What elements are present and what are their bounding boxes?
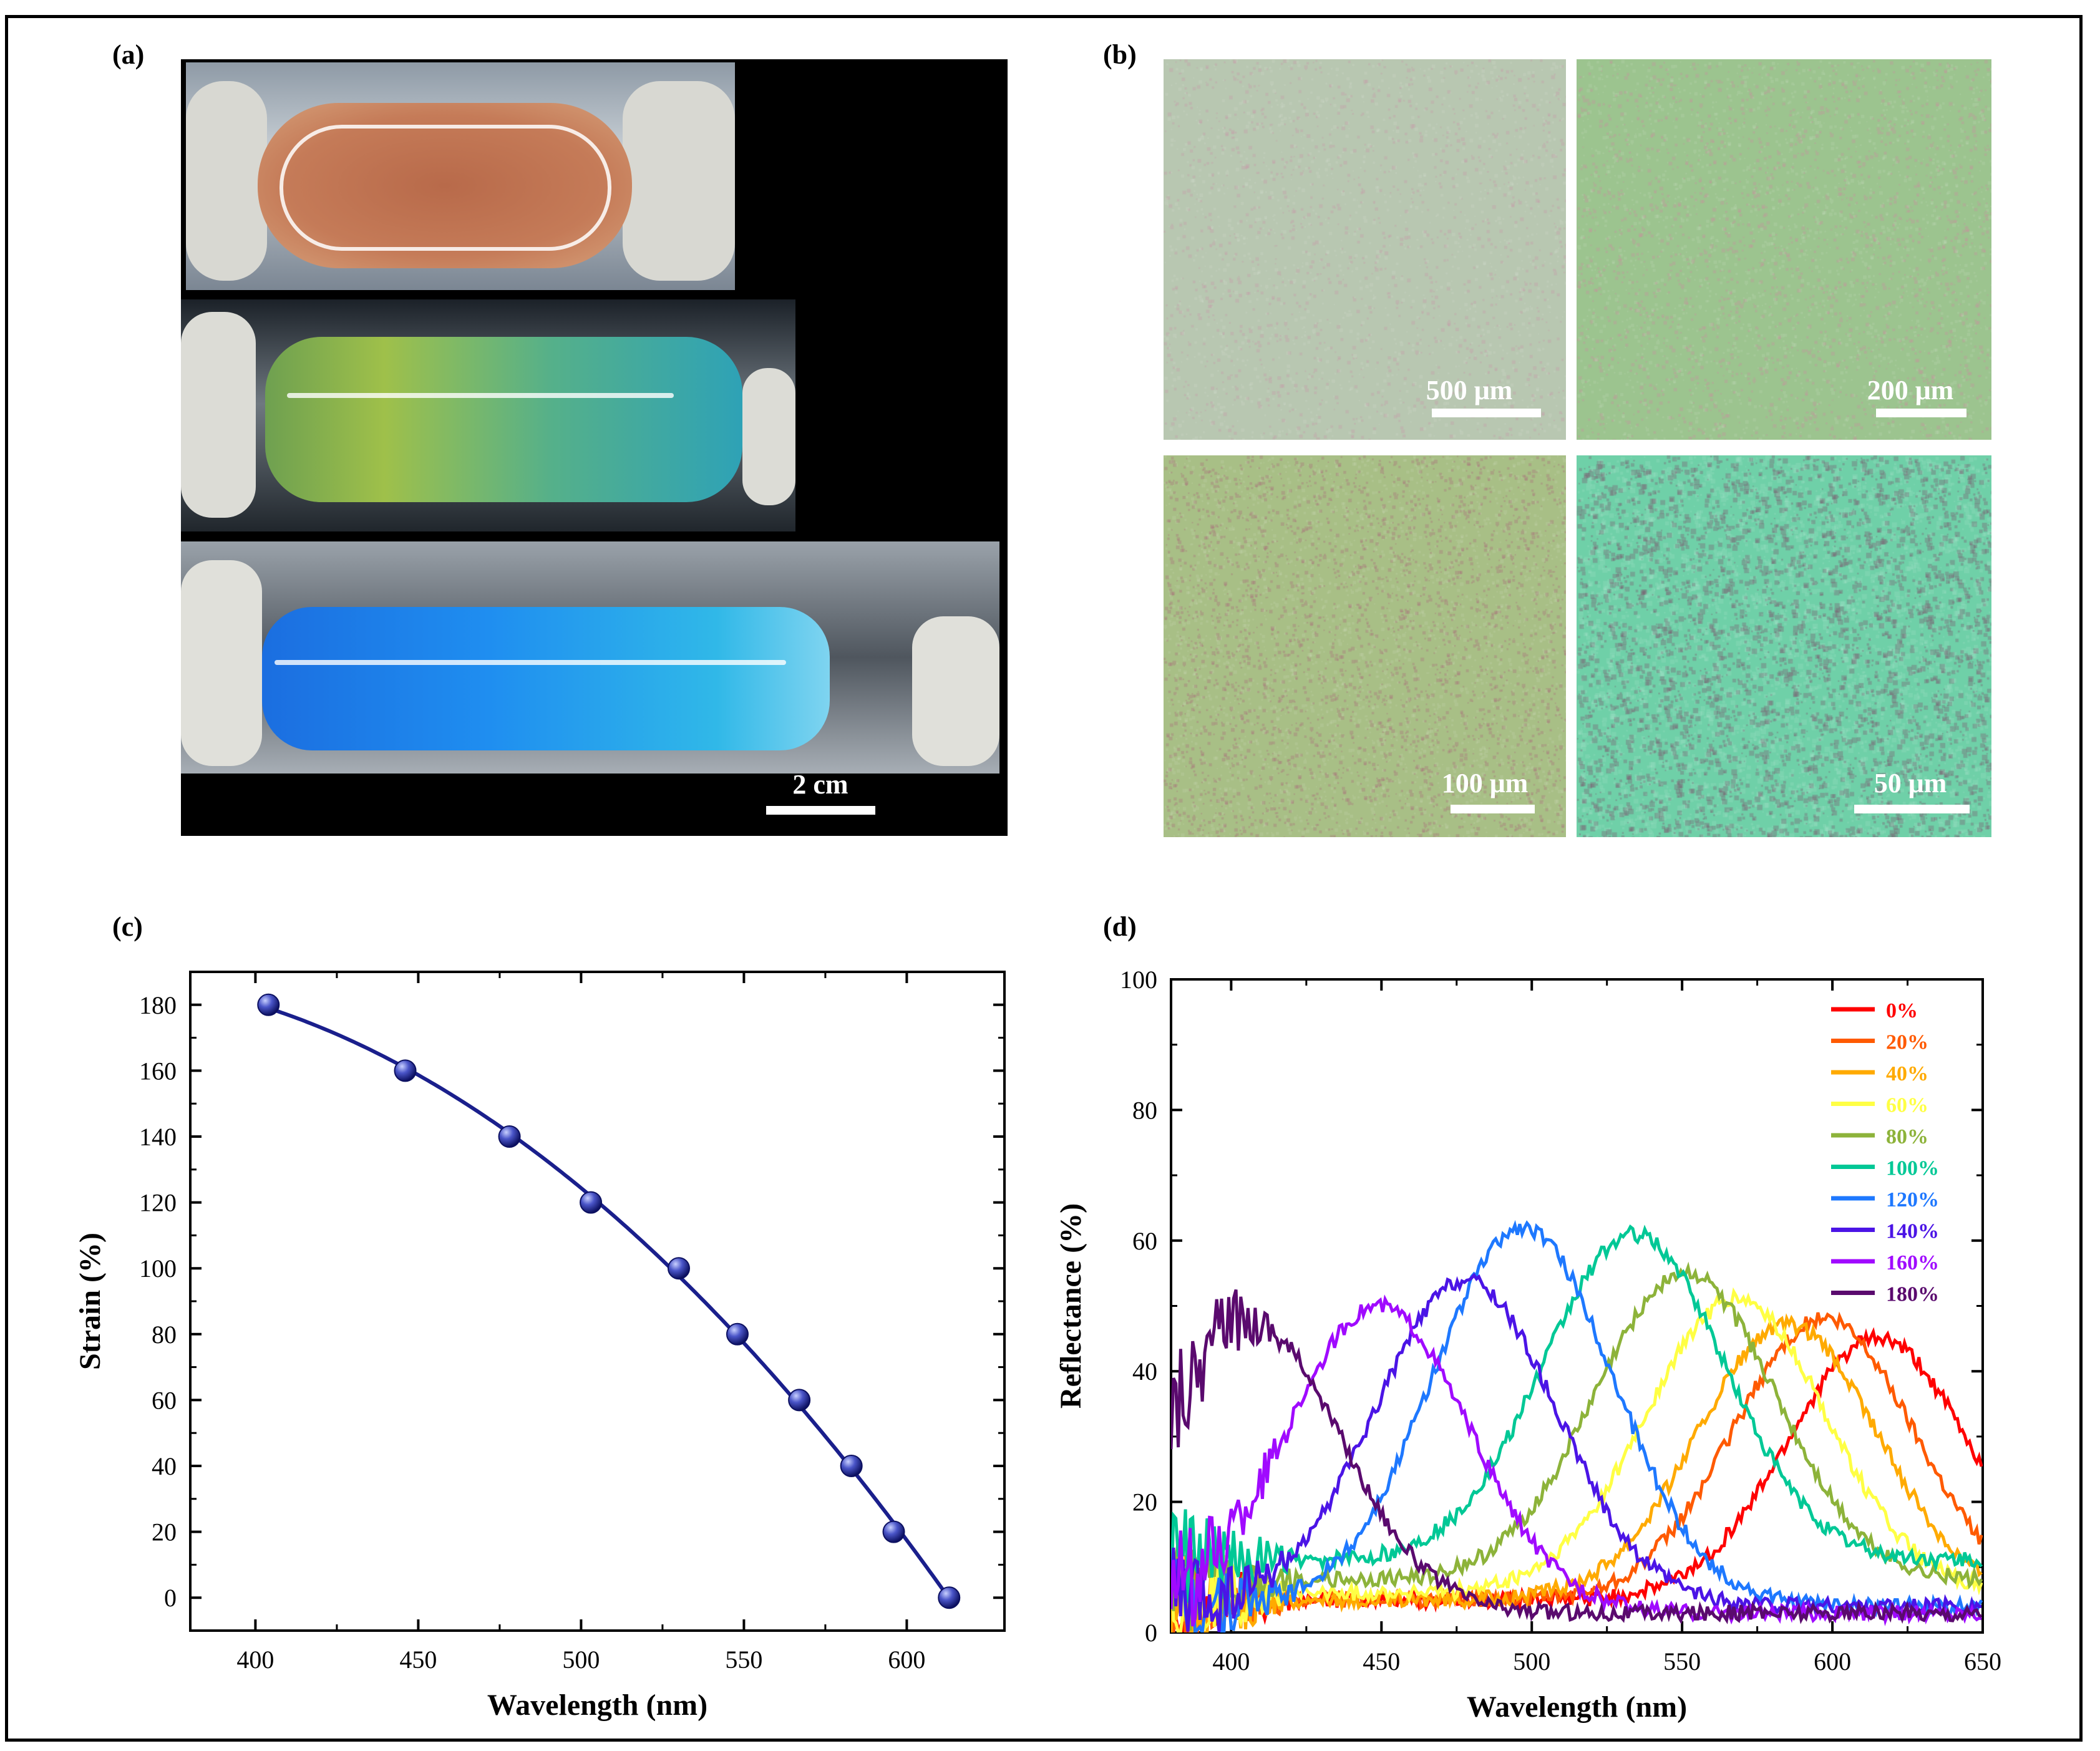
y-tick-label: 20 — [1132, 1488, 1157, 1516]
data-point — [840, 1455, 863, 1477]
data-point — [580, 1191, 603, 1214]
y-tick-label: 0 — [1145, 1619, 1157, 1647]
legend-label: 0% — [1886, 999, 1918, 1022]
y-tick-label: 60 — [1132, 1227, 1157, 1255]
y-tick-label: 140 — [139, 1123, 177, 1151]
series-line-100pct — [1171, 1224, 1983, 1603]
x-tick-label: 400 — [1212, 1647, 1250, 1676]
scale-label-a: 2 cm — [792, 769, 848, 800]
photo-strip-middle — [181, 299, 795, 531]
data-point — [882, 1520, 905, 1543]
y-tick-label: 160 — [139, 1057, 177, 1085]
y-axis-label: Strain (%) — [74, 1233, 107, 1370]
legend-label: 40% — [1886, 1062, 1928, 1085]
micrograph-200um: 200 μm — [1577, 59, 1991, 440]
series-line-60pct — [1171, 1287, 1983, 1632]
film-reflection — [280, 125, 611, 251]
micrograph-50um: 50 μm — [1577, 455, 1991, 837]
x-tick-label: 450 — [399, 1646, 437, 1674]
legend-label: 160% — [1886, 1251, 1939, 1274]
glove-left — [181, 560, 262, 766]
scale-label: 100 μm — [1441, 768, 1529, 798]
glove-left — [186, 81, 267, 281]
data-point — [726, 1322, 749, 1346]
y-tick-label: 100 — [139, 1254, 177, 1283]
series-line-80pct — [1171, 1261, 1983, 1631]
micrograph-texture — [1164, 59, 1566, 440]
scale-bar-a — [766, 806, 875, 815]
micrograph-texture — [1577, 59, 1991, 440]
data-point — [498, 1125, 521, 1148]
y-axis-label: Reflectance (%) — [1054, 1203, 1087, 1409]
x-tick-label: 500 — [562, 1646, 600, 1674]
film-blue — [262, 607, 830, 750]
photo-strip-stretched — [181, 541, 999, 774]
plot-area-c — [189, 971, 1006, 1632]
y-tick-label: 100 — [1120, 966, 1157, 994]
scale-bar — [1876, 409, 1966, 417]
legend-label: 20% — [1886, 1031, 1928, 1054]
scale-bar — [1854, 805, 1970, 813]
legend-label: 140% — [1886, 1220, 1939, 1243]
scale-bar — [1451, 805, 1535, 813]
series-line-140pct — [1171, 1273, 1982, 1632]
data-point — [257, 993, 280, 1016]
film-reflection — [287, 393, 674, 398]
x-axis-label: Wavelength (nm) — [1467, 1690, 1687, 1724]
y-tick-label: 80 — [1132, 1096, 1157, 1124]
data-point — [394, 1059, 417, 1082]
series-line-180pct — [1171, 1289, 1983, 1624]
x-tick-label: 600 — [888, 1646, 925, 1674]
data-point — [938, 1586, 961, 1609]
scale-label: 50 μm — [1874, 768, 1947, 798]
x-tick-label: 650 — [1964, 1647, 2001, 1676]
y-tick-label: 60 — [152, 1386, 177, 1414]
x-axis-label: Wavelength (nm) — [487, 1689, 707, 1722]
panel-label-d: (d) — [1103, 911, 1137, 942]
scale-label: 500 μm — [1426, 375, 1513, 405]
scale-label: 200 μm — [1867, 375, 1954, 405]
glove-right — [742, 368, 795, 505]
film-green — [265, 337, 742, 502]
series-group — [1171, 1220, 1983, 1632]
y-tick-label: 120 — [139, 1189, 177, 1217]
y-tick-label: 40 — [1132, 1357, 1157, 1385]
x-tick-label: 450 — [1363, 1647, 1400, 1676]
y-tick-label: 20 — [152, 1518, 177, 1546]
legend-label: 80% — [1886, 1125, 1928, 1148]
glove-left — [181, 312, 256, 518]
glove-right — [912, 616, 999, 766]
x-tick-label: 550 — [725, 1646, 762, 1674]
panel-label-c: (c) — [112, 911, 143, 942]
legend-label: 180% — [1886, 1283, 1939, 1306]
legend-label: 60% — [1886, 1094, 1928, 1117]
data-point — [788, 1389, 811, 1412]
film-reflection — [275, 660, 786, 665]
micrograph-texture — [1577, 455, 1991, 837]
y-tick-label: 40 — [152, 1452, 177, 1480]
y-tick-label: 80 — [152, 1321, 177, 1349]
x-tick-label: 400 — [236, 1646, 274, 1674]
figure-frame — [5, 15, 2083, 1742]
x-tick-label: 550 — [1663, 1647, 1701, 1676]
scale-bar — [1432, 409, 1541, 417]
y-tick-label: 180 — [139, 991, 177, 1019]
micrograph-500um: 500 μm — [1164, 59, 1566, 440]
x-tick-label: 500 — [1513, 1647, 1550, 1676]
micrograph-texture — [1164, 455, 1566, 837]
y-tick-label: 0 — [164, 1584, 177, 1612]
panel-label-a: (a) — [112, 39, 145, 70]
fit-line — [268, 1006, 951, 1600]
data-point — [668, 1257, 690, 1280]
glove-right — [623, 81, 735, 281]
photo-strip-unstretched — [186, 62, 735, 290]
legend-label: 100% — [1886, 1157, 1939, 1180]
panel-label-b: (b) — [1103, 39, 1137, 70]
legend-label: 120% — [1886, 1188, 1939, 1211]
x-tick-label: 600 — [1814, 1647, 1851, 1676]
micrograph-100um: 100 μm — [1164, 455, 1566, 837]
